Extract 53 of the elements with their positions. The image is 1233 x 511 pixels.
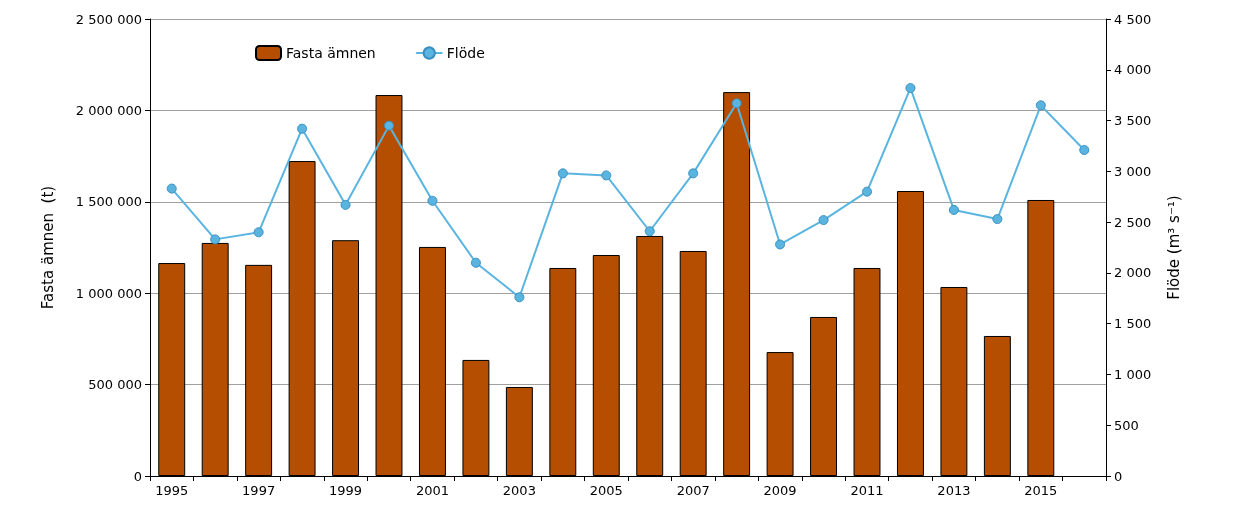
point	[340, 199, 351, 210]
y2-tick-label: 4 000	[1114, 62, 1152, 78]
point	[992, 214, 1003, 225]
legend-label: Flöde	[446, 45, 485, 61]
y2-tick-label: 2 000	[1114, 265, 1152, 281]
point	[514, 292, 525, 303]
x-tick-label: 1997	[242, 483, 276, 498]
y-tick-label: 0	[133, 468, 142, 484]
point	[384, 120, 394, 131]
x-tick-label: 1999	[329, 483, 363, 498]
y-tick-label: 1 500 000	[75, 194, 142, 210]
point	[557, 168, 568, 179]
point	[470, 257, 481, 268]
point	[1079, 145, 1090, 155]
y2-tick-label: 500	[1114, 417, 1139, 433]
point	[731, 98, 742, 109]
point	[775, 239, 786, 250]
point	[297, 123, 308, 134]
point	[166, 183, 177, 194]
y2-tick-label: 1 500	[1114, 316, 1152, 332]
legend-label: Fasta ämnen	[286, 45, 376, 61]
x-tick-label: 2011	[850, 483, 884, 498]
point	[862, 186, 872, 197]
y-axis-title: Fasta ämnen (t)	[38, 185, 57, 310]
point	[427, 195, 438, 206]
x-tick-label: 2009	[763, 483, 797, 498]
y-tick-label: 2 000 000	[75, 102, 142, 118]
point	[1035, 100, 1046, 111]
y-tick-label: 500 000	[88, 377, 142, 393]
y2-tick-label: 2 500	[1114, 214, 1152, 230]
point	[253, 227, 264, 238]
y-tick-label: 2 500 000	[75, 11, 142, 27]
x-tick-label: 2001	[415, 483, 449, 498]
y-tick-label: 1 000 000	[75, 285, 142, 301]
y2-tick-label: 4 500	[1114, 11, 1152, 27]
point	[948, 204, 959, 215]
point	[905, 83, 916, 94]
y2-tick-label: 0	[1114, 468, 1123, 484]
y2-tick-label: 3 500	[1114, 113, 1152, 129]
y2-tick-label: 1 000	[1114, 366, 1152, 382]
x-tick-label: 2005	[589, 483, 623, 498]
x-tick-label: 2015	[1024, 483, 1058, 498]
y2-axis-title: Flöde (m³ s⁻¹)	[1164, 195, 1183, 300]
point	[818, 215, 829, 226]
x-tick-label: 2003	[502, 483, 536, 498]
x-tick-label: 2007	[676, 483, 710, 498]
point	[210, 234, 221, 245]
x-tick-label: 1995	[155, 483, 189, 498]
x-tick-label: 2013	[937, 483, 971, 498]
point	[644, 226, 655, 237]
y2-tick-label: 3 000	[1114, 163, 1152, 179]
point	[601, 170, 612, 181]
point	[688, 168, 699, 179]
